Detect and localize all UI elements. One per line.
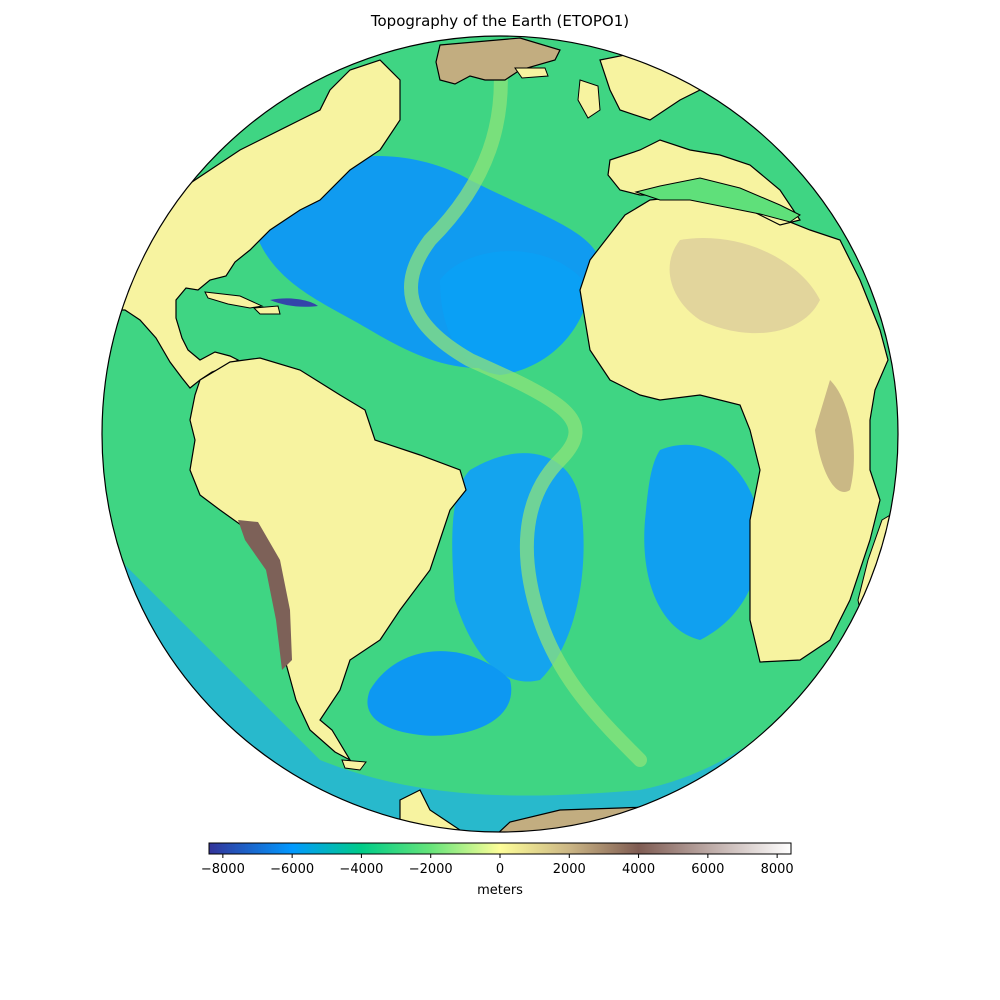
colorbar-tick-label: −4000 [339, 862, 383, 877]
colorbar-tick-label: 0 [496, 862, 504, 877]
south-atlantic-west-basin [452, 453, 584, 682]
colorbar-tick-label: −6000 [270, 862, 314, 877]
north-atlantic-east-basin [440, 251, 590, 375]
colorbar-ticks: −8000 −6000 −4000 −2000 0 2000 4000 6000 8000 [201, 854, 794, 877]
south-america [189, 357, 467, 762]
east-african-highlands [815, 380, 854, 492]
greenland [435, 37, 561, 85]
hispaniola [252, 305, 281, 315]
andes-range [238, 520, 292, 670]
colorbar-tick-label: −2000 [409, 862, 453, 877]
british-isles [577, 79, 601, 119]
colorbar-tick-label: 6000 [691, 862, 724, 877]
colorbar-tick-label: −8000 [201, 862, 245, 877]
globe-outline [101, 35, 899, 833]
mediterranean-sea [634, 177, 801, 223]
colorbar-tick-label: 4000 [622, 862, 655, 877]
south-atlantic-east-basin [644, 444, 761, 640]
tierra-del-fuego [341, 759, 367, 771]
iceland [514, 67, 549, 79]
colorbar-tick-label: 8000 [761, 862, 794, 877]
colorbar-label: meters [477, 883, 523, 898]
sahara-high [669, 238, 820, 334]
map-title: Topography of the Earth (ETOPO1) [370, 12, 630, 30]
argentine-basin [367, 651, 512, 736]
caribbean-trench [270, 298, 318, 307]
north-america [102, 59, 401, 389]
mid-atlantic-ridge [404, 53, 647, 767]
colorbar-bar [208, 842, 792, 855]
cuba [204, 291, 264, 309]
colorbar-tick-label: 2000 [553, 862, 586, 877]
